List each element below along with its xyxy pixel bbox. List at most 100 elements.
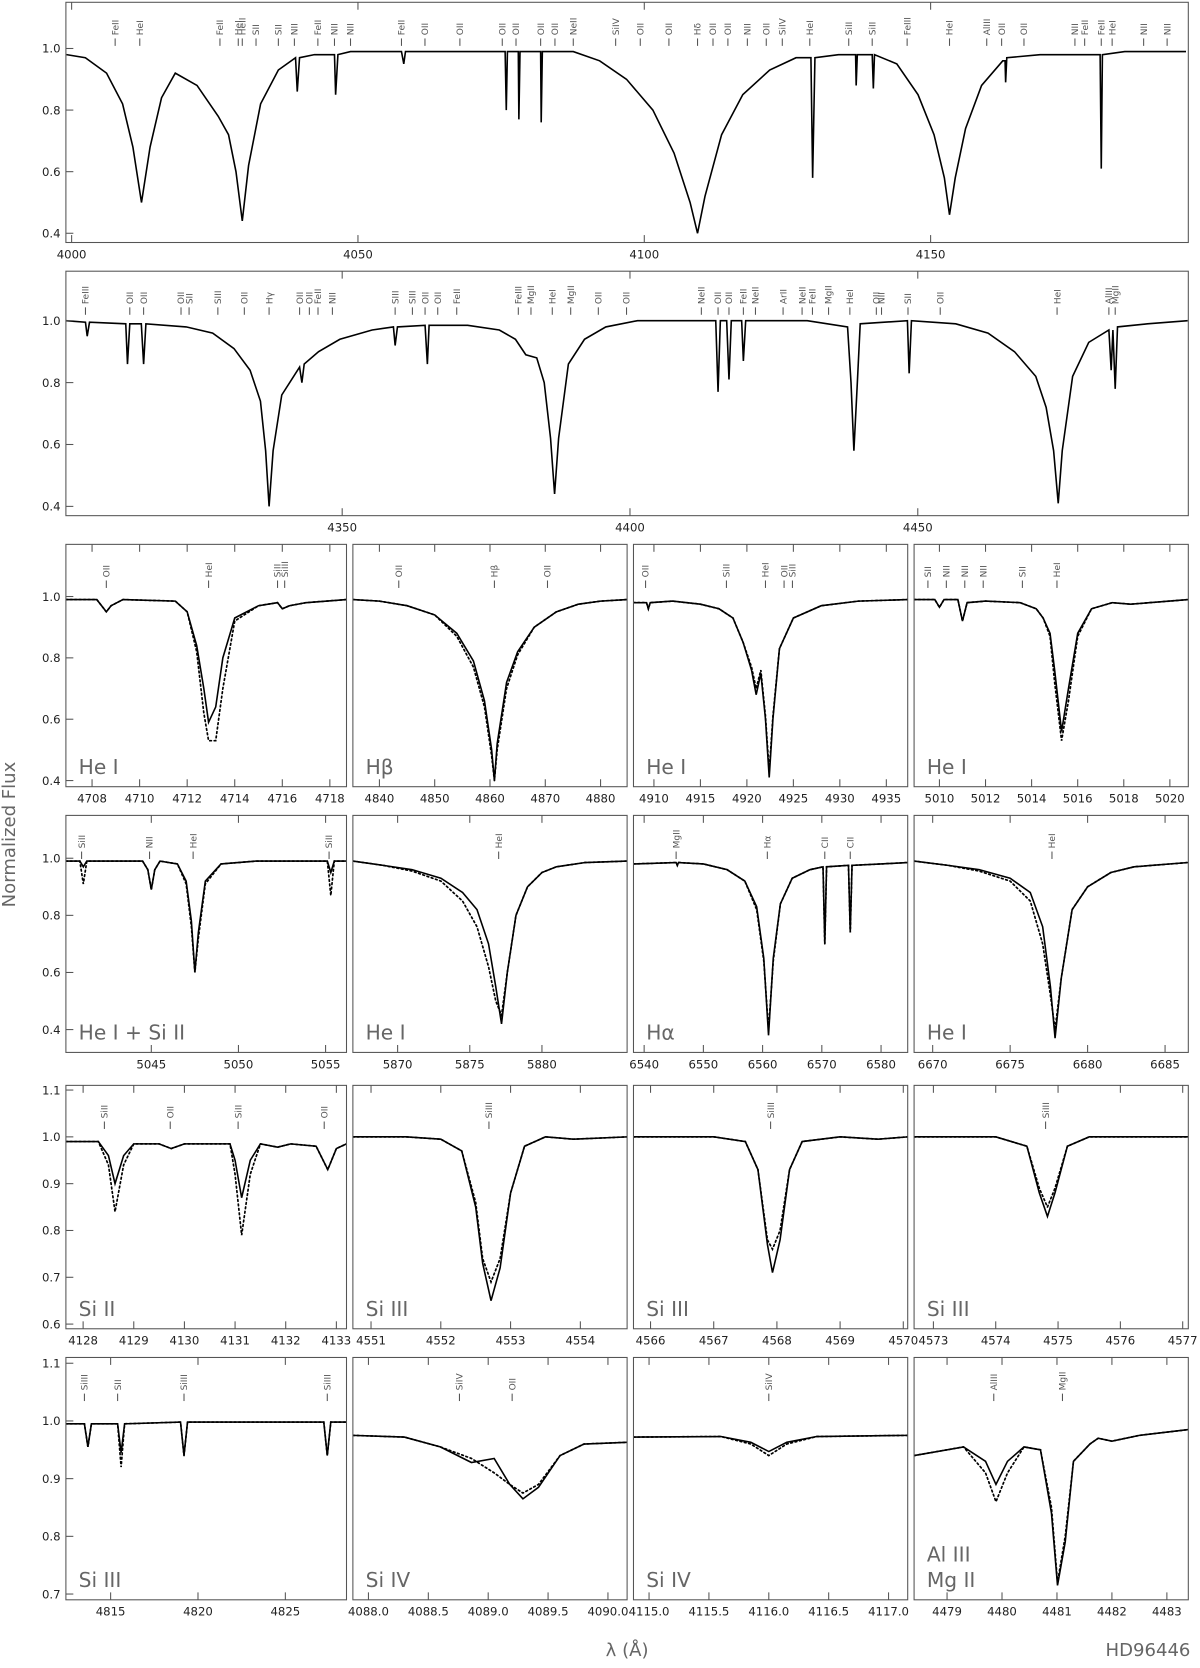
- y-tick-label: 0.4: [42, 1023, 61, 1037]
- line-id-label: FeII: [398, 20, 408, 36]
- spectrum-line: [352, 598, 628, 781]
- line-id-label: ArII: [779, 289, 789, 304]
- spectrum-line: [352, 1434, 628, 1500]
- line-id-label: Hδ: [694, 22, 704, 35]
- x-tick-label: 4825: [270, 1605, 300, 1619]
- line-id-label: HeI: [548, 289, 558, 304]
- line-id-label: MgII: [1111, 285, 1121, 304]
- line-id-label: SII: [275, 24, 285, 35]
- plot-frame: [352, 1084, 628, 1330]
- x-tick-label: 4050: [343, 247, 373, 261]
- line-id-label: HeI: [234, 20, 244, 35]
- x-tick-label: 4150: [916, 247, 946, 261]
- line-id-label: FeII: [314, 20, 324, 36]
- x-tick-label: 6570: [807, 1057, 837, 1071]
- line-id-label: OII: [724, 23, 734, 35]
- line-id-label: SII: [114, 1379, 124, 1390]
- line-id-label: SII: [924, 566, 934, 577]
- line-id-label: CII: [846, 837, 856, 849]
- model-dotted-line: [633, 1136, 908, 1252]
- x-tick-label: 6685: [1150, 1057, 1180, 1071]
- line-id-label: SiII: [234, 1105, 244, 1119]
- line-id-label: OII: [623, 292, 633, 304]
- x-tick-label: 4880: [586, 792, 616, 806]
- line-id-label: SiIII: [323, 1374, 333, 1390]
- x-tick-label: 4575: [1043, 1334, 1073, 1348]
- x-tick-label: 6560: [748, 1057, 778, 1071]
- x-tick-label: 4350: [327, 521, 357, 535]
- line-id-label: NII: [331, 23, 341, 35]
- line-id-label: NII: [1163, 23, 1173, 35]
- line-id-label: OII: [998, 23, 1008, 35]
- line-id-label: SiIV: [778, 17, 788, 35]
- x-tick-label: 4088.0: [348, 1605, 389, 1619]
- x-tick-label: 6580: [866, 1057, 896, 1071]
- plot-frame: [632, 814, 909, 1053]
- line-id-label: FeIII: [515, 286, 525, 304]
- line-id-label: HeI: [495, 833, 505, 848]
- x-tick-label: 5010: [925, 792, 955, 806]
- line-id-label: OII: [725, 292, 735, 304]
- line-id-label: SIII: [409, 290, 419, 304]
- line-id-label: MgII: [527, 285, 537, 304]
- plot-frame: [632, 543, 909, 788]
- spectrum-line: [633, 861, 908, 1036]
- line-id-label: NII: [347, 23, 357, 35]
- y-tick-label: 0.8: [42, 651, 61, 665]
- spectrum-line: [914, 1136, 1189, 1219]
- x-tick-label: 4870: [530, 792, 560, 806]
- panel-label: Si III: [927, 1297, 970, 1321]
- x-tick-label: 4935: [871, 792, 901, 806]
- line-id-label: MgII: [567, 285, 577, 304]
- x-tick-label: 5016: [1063, 792, 1093, 806]
- line-id-label: NeII: [752, 287, 762, 305]
- model-dotted-line: [65, 860, 347, 973]
- x-tick-label: 4090.0: [587, 1605, 628, 1619]
- line-id-label: OII: [241, 292, 251, 304]
- line-id-label: SiII: [845, 22, 855, 36]
- plot-frame: [913, 1356, 1189, 1601]
- x-tick-label: 4116.0: [748, 1605, 789, 1619]
- x-tick-label: 5870: [383, 1057, 413, 1071]
- line-id-label: SiIV: [765, 1373, 775, 1391]
- y-tick-label: 1.0: [42, 314, 61, 328]
- x-tick-label: 4850: [420, 792, 450, 806]
- x-tick-label: 4576: [1106, 1334, 1136, 1348]
- line-id-label: AlIII: [983, 19, 993, 36]
- line-id-label: AlIII: [1105, 287, 1115, 304]
- line-id-label: OII: [456, 23, 466, 35]
- x-tick-label: 4131: [220, 1334, 250, 1348]
- plot-frame: [632, 1356, 909, 1601]
- line-id-label: NII: [961, 565, 971, 577]
- line-id-label: HeI: [1048, 833, 1058, 848]
- line-id-label: OII: [103, 565, 113, 577]
- x-tick-label: 4716: [267, 792, 297, 806]
- line-id-label: NII: [878, 292, 888, 304]
- line-id-label: Hγ: [265, 291, 275, 304]
- panel-label: He I: [646, 755, 686, 779]
- x-tick-label: 4088.5: [408, 1605, 449, 1619]
- x-tick-label: 4130: [170, 1334, 200, 1348]
- spectrum-line: [65, 598, 347, 726]
- line-id-label: OII: [296, 292, 306, 304]
- panel-label: He I: [366, 1021, 406, 1045]
- model-dotted-line: [65, 598, 347, 742]
- x-tick-label: 4714: [220, 792, 250, 806]
- line-id-label: AlIII: [990, 1374, 1000, 1391]
- x-tick-label: 4481: [1042, 1605, 1072, 1619]
- line-id-label: FeIII: [903, 17, 913, 35]
- line-id-label: HeI: [1053, 562, 1063, 577]
- y-axis-title: Normalized Flux: [0, 761, 20, 907]
- line-id-label: OII: [512, 23, 522, 35]
- plot-frame: [352, 543, 628, 788]
- x-tick-label: 4115.0: [629, 1605, 670, 1619]
- line-id-label: SiII: [101, 1105, 111, 1119]
- x-tick-label: 6670: [918, 1057, 948, 1071]
- spectrum-line: [65, 1421, 347, 1456]
- x-tick-label: 4577: [1168, 1334, 1198, 1348]
- x-tick-label: 4089.0: [468, 1605, 509, 1619]
- line-id-label: OII: [177, 292, 187, 304]
- x-tick-label: 4132: [271, 1334, 301, 1348]
- spectrum-line: [65, 1140, 347, 1198]
- line-id-label: CII: [821, 837, 831, 849]
